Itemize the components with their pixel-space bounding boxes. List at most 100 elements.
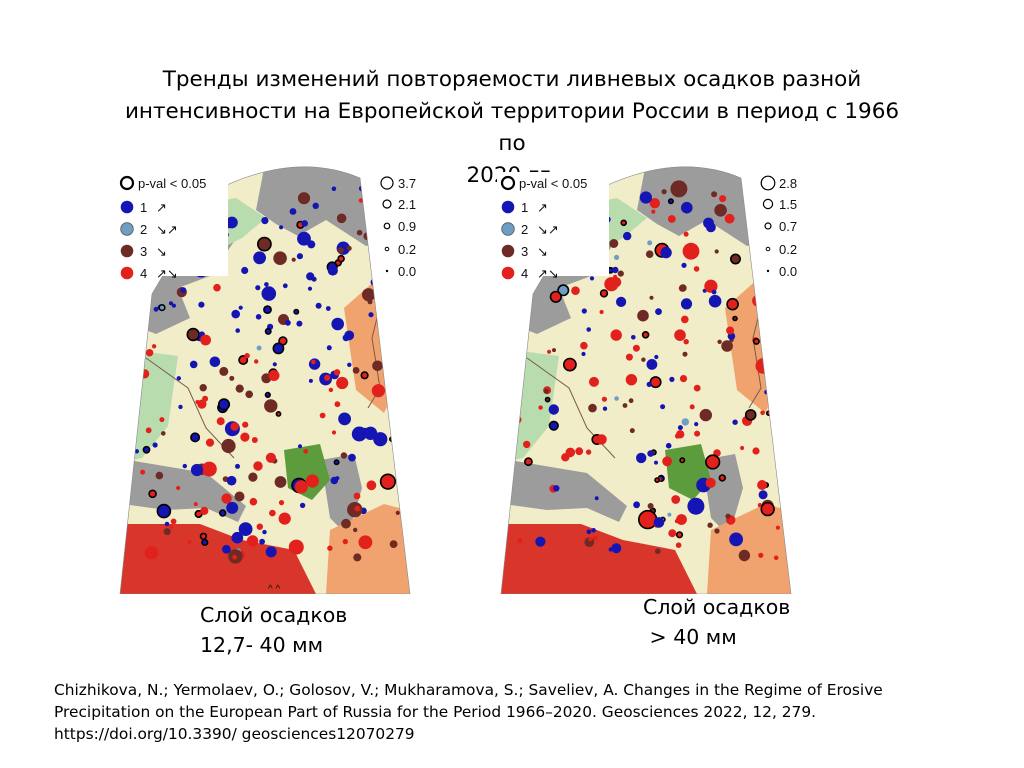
station-point: [232, 554, 237, 560]
station-point: [235, 328, 240, 333]
station-point: [585, 449, 592, 455]
station-point: [186, 327, 200, 342]
station-point: [608, 547, 613, 552]
station-point: [711, 191, 718, 198]
station-point: [261, 217, 269, 225]
station-point: [681, 315, 689, 324]
size-label-1: 3.7: [398, 176, 416, 191]
station-point: [234, 491, 245, 502]
station-point: [717, 339, 722, 344]
station-point: [552, 348, 556, 353]
station-point: [683, 231, 689, 237]
station-point: [171, 303, 176, 308]
station-point: [362, 288, 376, 302]
caption-left: Слой осадков 12,7- 40 мм: [200, 600, 347, 660]
station-point: [251, 437, 258, 443]
size-symbol-2: [382, 199, 392, 209]
station-point: [268, 370, 280, 381]
size-symbol-4: [384, 246, 390, 252]
station-point: [137, 331, 142, 336]
class2-arrows: ↘↗: [156, 222, 178, 237]
title-line: Тренды изменений повторяемости ливневых …: [162, 67, 862, 92]
station-point: [379, 473, 397, 490]
size-label-3: 0.9: [398, 219, 416, 234]
station-point: [161, 431, 166, 436]
station-point: [661, 189, 667, 195]
station-point: [588, 403, 597, 413]
station-point: [557, 284, 570, 297]
station-point: [201, 538, 209, 547]
station-point: [654, 460, 658, 465]
station-point: [308, 378, 313, 383]
class3-label: 3: [140, 244, 147, 259]
station-point: [205, 438, 215, 447]
station-point: [193, 502, 198, 507]
station-point: [334, 401, 341, 408]
station-point: [264, 327, 272, 335]
station-point: [255, 314, 262, 320]
class1-symbol: [501, 200, 515, 214]
station-point: [153, 306, 159, 312]
station-point: [255, 285, 261, 291]
station-point: [708, 294, 722, 308]
station-point: [601, 396, 607, 402]
station-point: [282, 283, 288, 289]
station-point: [679, 284, 687, 292]
station-point: [264, 391, 271, 398]
station-point: [694, 430, 701, 437]
class-legend-left: p-val < 0.05 1 ↗ 2 ↘↗ 3 ↘ 4 ↗↘: [116, 172, 228, 281]
station-point: [259, 538, 265, 545]
station-point: [681, 262, 687, 268]
station-point: [718, 474, 727, 482]
size-label-4: 0.2: [398, 242, 416, 257]
station-point: [144, 546, 159, 560]
station-point: [265, 452, 276, 463]
station-point: [667, 215, 676, 223]
station-point: [535, 536, 546, 547]
station-point: [294, 480, 308, 494]
station-point: [693, 266, 700, 272]
station-point: [707, 522, 713, 528]
station-point: [155, 471, 164, 480]
station-point: [272, 342, 285, 355]
station-point: [142, 445, 151, 454]
station-point: [636, 452, 647, 464]
station-point: [296, 253, 303, 260]
station-point: [307, 286, 313, 291]
station-point: [667, 512, 672, 517]
station-point: [341, 518, 351, 529]
station-point: [654, 354, 659, 360]
station-point: [178, 404, 183, 410]
caption-line: Слой осадков: [200, 603, 348, 627]
station-point: [589, 276, 595, 281]
station-point: [346, 245, 352, 251]
station-point: [338, 412, 351, 426]
station-point: [275, 410, 282, 417]
station-point: [660, 404, 666, 410]
station-point: [139, 369, 150, 379]
station-point: [289, 208, 297, 215]
station-point: [631, 335, 636, 340]
station-point: [613, 274, 618, 279]
station-point: [628, 398, 634, 404]
station-point: [187, 539, 192, 544]
station-point: [752, 337, 760, 345]
station-point: [156, 503, 172, 519]
size-symbol-3: [383, 222, 391, 230]
station-point: [347, 362, 352, 367]
station-point: [594, 496, 599, 501]
station-point: [288, 539, 304, 555]
class2-arrows: ↘↗: [537, 222, 559, 237]
station-point: [561, 453, 570, 462]
station-point: [279, 225, 284, 230]
station-point: [256, 345, 262, 351]
station-point: [363, 426, 378, 440]
size-label-5: 0.0: [779, 264, 797, 279]
station-point: [548, 404, 559, 415]
station-point: [240, 432, 250, 442]
station-point: [625, 374, 638, 386]
station-point: [602, 406, 608, 411]
station-point: [299, 502, 306, 509]
station-point: [180, 287, 187, 293]
black-sea: [120, 458, 246, 522]
